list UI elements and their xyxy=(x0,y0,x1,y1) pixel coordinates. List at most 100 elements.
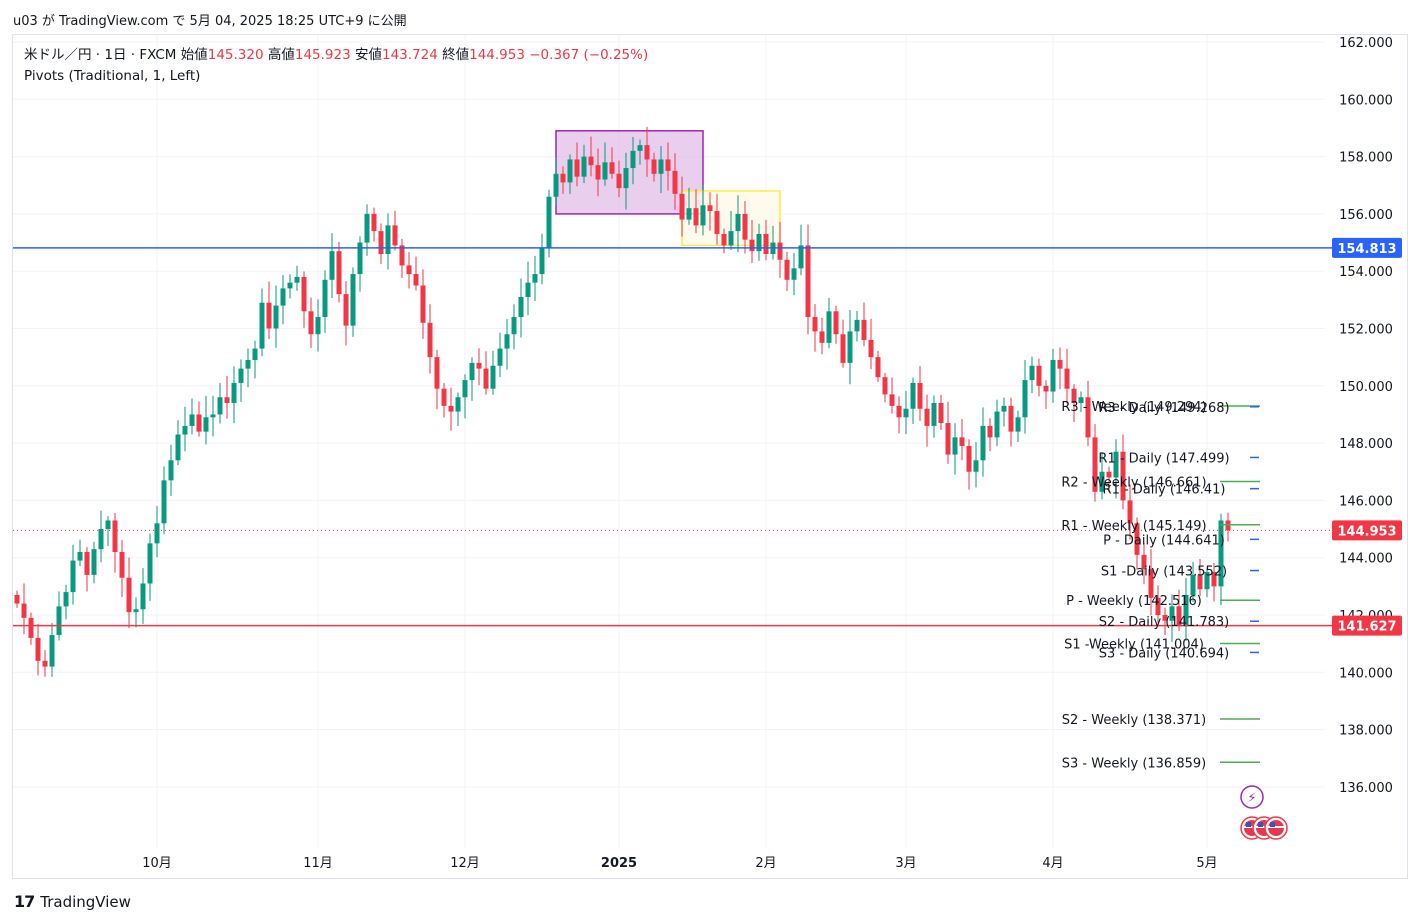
candle-body xyxy=(910,382,916,409)
candle-body xyxy=(203,417,209,432)
candle-body xyxy=(350,274,356,326)
candle-body xyxy=(84,551,90,575)
candle-body xyxy=(364,213,370,243)
candle-body xyxy=(707,205,713,212)
candle-body xyxy=(805,245,811,318)
candle-body xyxy=(399,245,405,266)
candle-body xyxy=(182,425,188,435)
candle-body xyxy=(945,423,951,455)
price-badge xyxy=(1332,520,1402,541)
candle-body xyxy=(833,311,839,335)
pivot-label: P - Daily (144.641) xyxy=(1103,533,1225,548)
candle-body xyxy=(840,334,846,363)
x-tick-label: 10月 xyxy=(142,856,172,871)
pivot-label: S3 - Weekly (136.859) xyxy=(1062,756,1206,771)
legend-low-label: 安値 xyxy=(355,47,382,63)
legend-ohlc-row: 米ドル／円 · 1日 · FXCM 始値145.320 高値145.923 安値… xyxy=(24,45,648,66)
candle-body xyxy=(854,319,860,332)
legend-high: 145.923 xyxy=(294,47,351,63)
y-tick-label: 140.000 xyxy=(1339,666,1393,681)
y-tick-label: 156.000 xyxy=(1339,208,1393,223)
candle-body xyxy=(161,480,167,524)
candle-body xyxy=(931,402,937,426)
candle-body xyxy=(427,322,433,358)
candle-body xyxy=(672,170,678,194)
candle-body xyxy=(294,276,300,283)
candle-body xyxy=(980,425,986,461)
candle-body xyxy=(651,159,657,174)
y-tick-label: 154.000 xyxy=(1339,265,1393,280)
y-tick-label: 152.000 xyxy=(1339,323,1393,338)
candle-body xyxy=(98,529,104,550)
tradingview-logo-icon[interactable]: 𝟭𝟳 xyxy=(14,892,35,911)
legend-close: 144.953 xyxy=(469,47,525,63)
x-tick-label: 11月 xyxy=(303,856,333,871)
candle-body xyxy=(420,285,426,323)
legend-indicator[interactable]: Pivots (Traditional, 1, Left) xyxy=(24,68,201,84)
candle-body xyxy=(217,397,223,415)
candle-body xyxy=(378,231,384,255)
candle-body xyxy=(343,294,349,326)
candle-body xyxy=(679,193,685,220)
candle-body xyxy=(518,296,524,318)
candle-body xyxy=(1190,574,1196,595)
candle-body xyxy=(1218,520,1224,587)
candle-body xyxy=(273,305,279,329)
legend-symbol[interactable]: 米ドル／円 · 1日 · FXCM xyxy=(24,47,177,63)
candle-body xyxy=(868,339,874,358)
candle-body xyxy=(987,425,993,438)
candle-body xyxy=(1127,500,1133,524)
candle-body xyxy=(14,594,20,604)
candle-body xyxy=(1001,405,1007,412)
candle-body xyxy=(889,394,895,406)
candle-body xyxy=(1008,405,1014,432)
candle-body xyxy=(798,245,804,269)
price-badge-label: 141.627 xyxy=(1337,620,1396,635)
footer-brand[interactable]: TradingView xyxy=(40,892,131,911)
candle-body xyxy=(539,248,545,275)
candle-body xyxy=(280,288,286,306)
legend-low: 143.724 xyxy=(382,47,438,63)
candle-body xyxy=(322,279,328,318)
candle-body xyxy=(1148,569,1154,598)
x-tick-label: 3月 xyxy=(895,856,916,871)
pivot-label: R3 - Weekly (149.294) xyxy=(1061,400,1206,415)
candle-body xyxy=(413,274,419,286)
us-flag-icon-stripe xyxy=(1244,826,1260,828)
candle-body xyxy=(714,211,720,234)
legend-open: 145.320 xyxy=(207,47,264,63)
candle-body xyxy=(175,434,181,461)
candle-body xyxy=(371,213,377,232)
x-tick-label: 5月 xyxy=(1196,856,1217,871)
candle-body xyxy=(455,397,461,412)
legend-open-label: 始値 xyxy=(180,47,208,63)
candle-body xyxy=(168,460,174,481)
price-badge xyxy=(1332,615,1402,636)
candle-body xyxy=(336,251,342,295)
candle-body xyxy=(749,239,755,252)
candle-body xyxy=(1029,365,1035,381)
candle-body xyxy=(392,225,398,246)
chart-frame xyxy=(12,34,1408,879)
candle-body xyxy=(315,317,321,335)
x-tick-label: 2025 xyxy=(601,856,637,871)
candle-body xyxy=(644,145,650,160)
candle-body xyxy=(497,348,503,366)
candle-body xyxy=(1197,574,1203,590)
candle-body xyxy=(35,637,41,661)
candle-body xyxy=(791,268,797,280)
candle-body xyxy=(154,523,160,544)
candle-body xyxy=(532,274,538,283)
pivot-label: S1 -Weekly (141.004) xyxy=(1064,638,1204,653)
pivot-label: R1 - Daily (146.41) xyxy=(1103,483,1226,498)
candle-body xyxy=(357,242,363,275)
candle-body xyxy=(140,583,146,610)
candle-body xyxy=(875,357,881,378)
candle-body xyxy=(637,145,643,151)
candle-body xyxy=(896,405,902,418)
pivot-label: S1 -Daily (143.552) xyxy=(1101,565,1227,580)
candle-body xyxy=(630,150,636,169)
candle-body xyxy=(1057,360,1063,369)
candle-body xyxy=(1183,594,1189,627)
